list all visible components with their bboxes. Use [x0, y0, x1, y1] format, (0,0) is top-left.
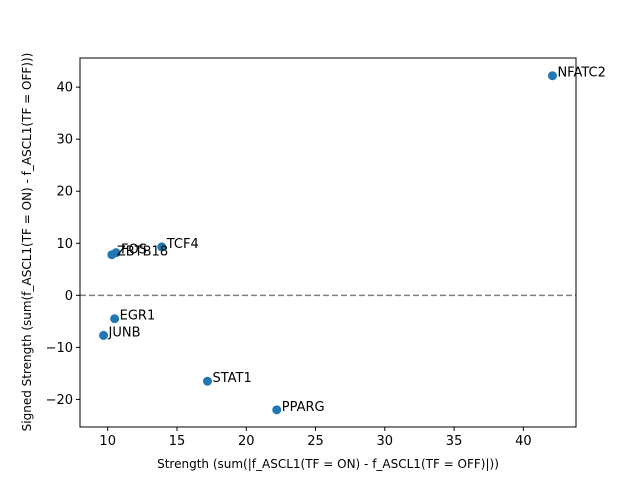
data-point-pparg	[272, 405, 282, 415]
plot-frame	[79, 57, 577, 428]
x-tick-label: 30	[377, 434, 394, 449]
data-point-egr1	[110, 314, 120, 324]
x-tick-label: 20	[238, 434, 255, 449]
x-tick-label: 15	[169, 434, 186, 449]
point-label-stat1: STAT1	[212, 371, 251, 386]
point-label-egr1: EGR1	[120, 309, 156, 324]
x-tick-label: 40	[515, 434, 532, 449]
y-tick-label: 0	[65, 289, 73, 304]
x-tick-label: 25	[307, 434, 324, 449]
y-tick-label: 40	[56, 81, 73, 96]
data-point-tcf4	[157, 242, 167, 252]
data-point-nfatc2	[547, 71, 557, 81]
point-label-zbtb18: ZBTB18	[117, 245, 168, 260]
y-tick-label: −20	[46, 393, 73, 408]
y-tick-label: 30	[56, 133, 73, 148]
point-label-tcf4: TCF4	[166, 237, 199, 252]
y-tick-label: 20	[56, 185, 73, 200]
x-tick-label: 10	[99, 434, 116, 449]
y-tick-label: 10	[56, 237, 73, 252]
point-label-nfatc2: NFATC2	[557, 66, 605, 81]
point-label-pparg: PPARG	[282, 400, 325, 415]
data-point-junb	[99, 330, 109, 340]
data-point-zbtb18	[107, 250, 117, 260]
point-label-junb: JUNB	[108, 325, 141, 340]
data-point-stat1	[202, 376, 212, 386]
y-axis-label: Signed Strength (sum(f_ASCL1(TF = ON) - …	[20, 53, 34, 432]
x-tick-label: 35	[446, 434, 463, 449]
plot-area	[80, 58, 576, 427]
x-axis-label: Strength (sum(|f_ASCL1(TF = ON) - f_ASCL…	[157, 457, 499, 471]
point-label-fos: FOS	[121, 243, 147, 258]
y-tick-label: −10	[46, 341, 73, 356]
